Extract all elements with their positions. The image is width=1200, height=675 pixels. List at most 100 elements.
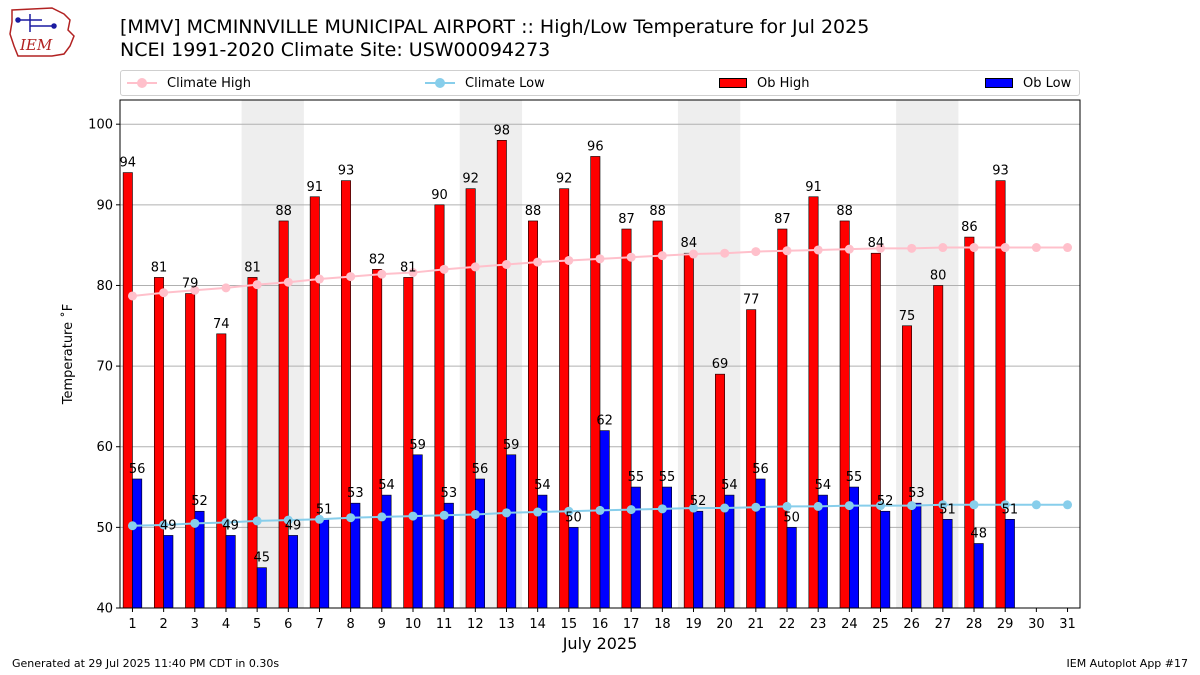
legend-item-ob-high: Ob High — [719, 74, 810, 92]
ob-low-bar-day-9 — [381, 494, 392, 609]
climate-low-point-day-26 — [907, 501, 917, 511]
ob-high-label-day-6: 88 — [275, 204, 292, 219]
ob-high-bar-day-8 — [340, 180, 351, 609]
ob-high-bar-day-23 — [808, 196, 819, 609]
ob-high-label-day-14: 88 — [525, 204, 542, 219]
ob-high-bar-day-4 — [216, 333, 227, 609]
climate-low-point-day-23 — [813, 501, 823, 511]
ob-low-label-day-23: 54 — [815, 478, 832, 493]
y-axis-label: Temperature ˚F — [60, 304, 76, 405]
chart-title: [MMV] MCMINNVILLE MUNICIPAL AIRPORT :: H… — [120, 16, 870, 38]
ob-high-bar-day-15 — [559, 188, 570, 609]
xtick-label-6: 6 — [284, 617, 292, 632]
ob-low-label-day-6: 49 — [285, 518, 302, 533]
climate-low-point-day-6 — [283, 515, 293, 525]
ob-low-bar-day-19 — [693, 510, 704, 609]
ob-high-bar-day-16 — [590, 156, 601, 609]
ob-high-label-day-5: 81 — [244, 260, 261, 275]
ob-high-bar-day-2 — [153, 277, 164, 609]
climate-low-point-day-4 — [221, 518, 231, 528]
ytick-label-40: 40 — [96, 602, 113, 617]
ob-high-label-day-23: 91 — [805, 180, 822, 195]
ob-low-bar-day-21 — [755, 478, 766, 609]
ob-low-label-day-1: 56 — [129, 462, 146, 477]
climate-low-point-day-14 — [533, 507, 543, 517]
ob-low-label-day-8: 53 — [347, 486, 364, 501]
xtick-label-11: 11 — [436, 617, 453, 632]
ob-high-label-day-26: 75 — [899, 309, 916, 324]
ob-low-bar-day-1 — [132, 478, 143, 609]
ytick-label-50: 50 — [96, 521, 113, 536]
ob-low-label-day-12: 56 — [472, 462, 489, 477]
ob-low-bar-day-25 — [880, 510, 891, 609]
ob-high-bar-day-9 — [372, 269, 383, 609]
ob-low-label-day-28: 48 — [970, 526, 987, 541]
ob-low-label-day-13: 59 — [503, 438, 520, 453]
ob-low-bar-day-6 — [288, 535, 298, 609]
ob-high-label-day-11: 90 — [431, 188, 448, 203]
ob-high-bar-day-3 — [185, 293, 196, 609]
ob-high-label-day-28: 86 — [961, 220, 978, 235]
xtick-label-20: 20 — [716, 617, 733, 632]
climate-low-point-day-18 — [657, 504, 667, 514]
ob-high-label-day-20: 69 — [712, 357, 729, 372]
legend-swatch-ob-low — [985, 78, 1013, 88]
ob-low-bar-day-2 — [163, 535, 174, 609]
legend-label-ob-low: Ob Low — [1023, 75, 1072, 91]
climate-low-point-day-9 — [377, 512, 387, 522]
ob-high-label-day-17: 87 — [618, 212, 635, 227]
ob-low-bar-day-22 — [786, 527, 797, 609]
climate-low-point-day-5 — [252, 516, 262, 526]
xtick-label-25: 25 — [872, 617, 889, 632]
ob-low-bar-day-10 — [412, 454, 423, 609]
ob-low-label-day-4: 49 — [222, 518, 239, 533]
ob-low-label-day-20: 54 — [721, 478, 738, 493]
ob-high-label-day-29: 93 — [992, 164, 1009, 179]
climate-high-point-day-12 — [470, 262, 480, 272]
ob-low-label-day-26: 53 — [908, 486, 925, 501]
ob-high-bar-day-25 — [870, 252, 881, 609]
ob-high-bar-day-22 — [777, 228, 788, 609]
climate-high-point-day-7 — [314, 274, 324, 284]
ob-low-bar-day-17 — [630, 486, 641, 609]
legend-label-climate-high: Climate High — [167, 75, 252, 91]
xtick-label-18: 18 — [654, 617, 671, 632]
ob-low-bar-day-28 — [973, 543, 984, 609]
climate-low-point-day-17 — [626, 505, 636, 515]
ob-low-label-day-24: 55 — [846, 470, 863, 485]
climate-high-point-day-16 — [595, 254, 605, 264]
ob-low-bar-day-29 — [1004, 519, 1015, 609]
ob-high-bar-day-18 — [652, 220, 663, 609]
ob-low-bar-day-12 — [475, 478, 485, 609]
climate-low-point-day-21 — [751, 502, 761, 512]
legend-item-climate-low: Climate Low — [425, 74, 545, 92]
ob-high-bar-day-14 — [528, 220, 538, 609]
climate-high-point-day-17 — [626, 252, 636, 262]
ob-high-label-day-12: 92 — [462, 172, 479, 187]
xtick-label-16: 16 — [592, 617, 609, 632]
xtick-label-22: 22 — [779, 617, 796, 632]
climate-low-point-day-28 — [969, 500, 979, 510]
climate-high-point-day-21 — [751, 247, 761, 257]
climate-high-point-day-13 — [501, 259, 511, 269]
climate-high-point-day-30 — [1031, 243, 1041, 253]
ob-low-label-day-29: 51 — [1002, 502, 1019, 517]
climate-high-point-day-14 — [533, 257, 543, 267]
ytick-label-60: 60 — [96, 440, 113, 455]
climate-high-point-day-26 — [907, 243, 917, 253]
ytick-label-100: 100 — [88, 118, 113, 133]
climate-low-point-day-29 — [1000, 500, 1010, 510]
ob-low-bar-day-4 — [225, 535, 236, 609]
xtick-label-28: 28 — [966, 617, 983, 632]
climate-low-point-day-1 — [127, 521, 137, 531]
ob-low-label-day-25: 52 — [877, 494, 894, 509]
ob-high-bar-day-17 — [621, 228, 632, 609]
ob-high-label-day-8: 93 — [338, 164, 355, 179]
ob-low-bar-day-26 — [911, 502, 922, 609]
ob-high-label-day-15: 92 — [556, 172, 573, 187]
iem-logo: IEM — [9, 7, 75, 57]
ob-high-label-day-10: 81 — [400, 260, 417, 275]
climate-high-point-day-20 — [720, 248, 730, 258]
ob-high-bar-day-19 — [683, 252, 694, 609]
